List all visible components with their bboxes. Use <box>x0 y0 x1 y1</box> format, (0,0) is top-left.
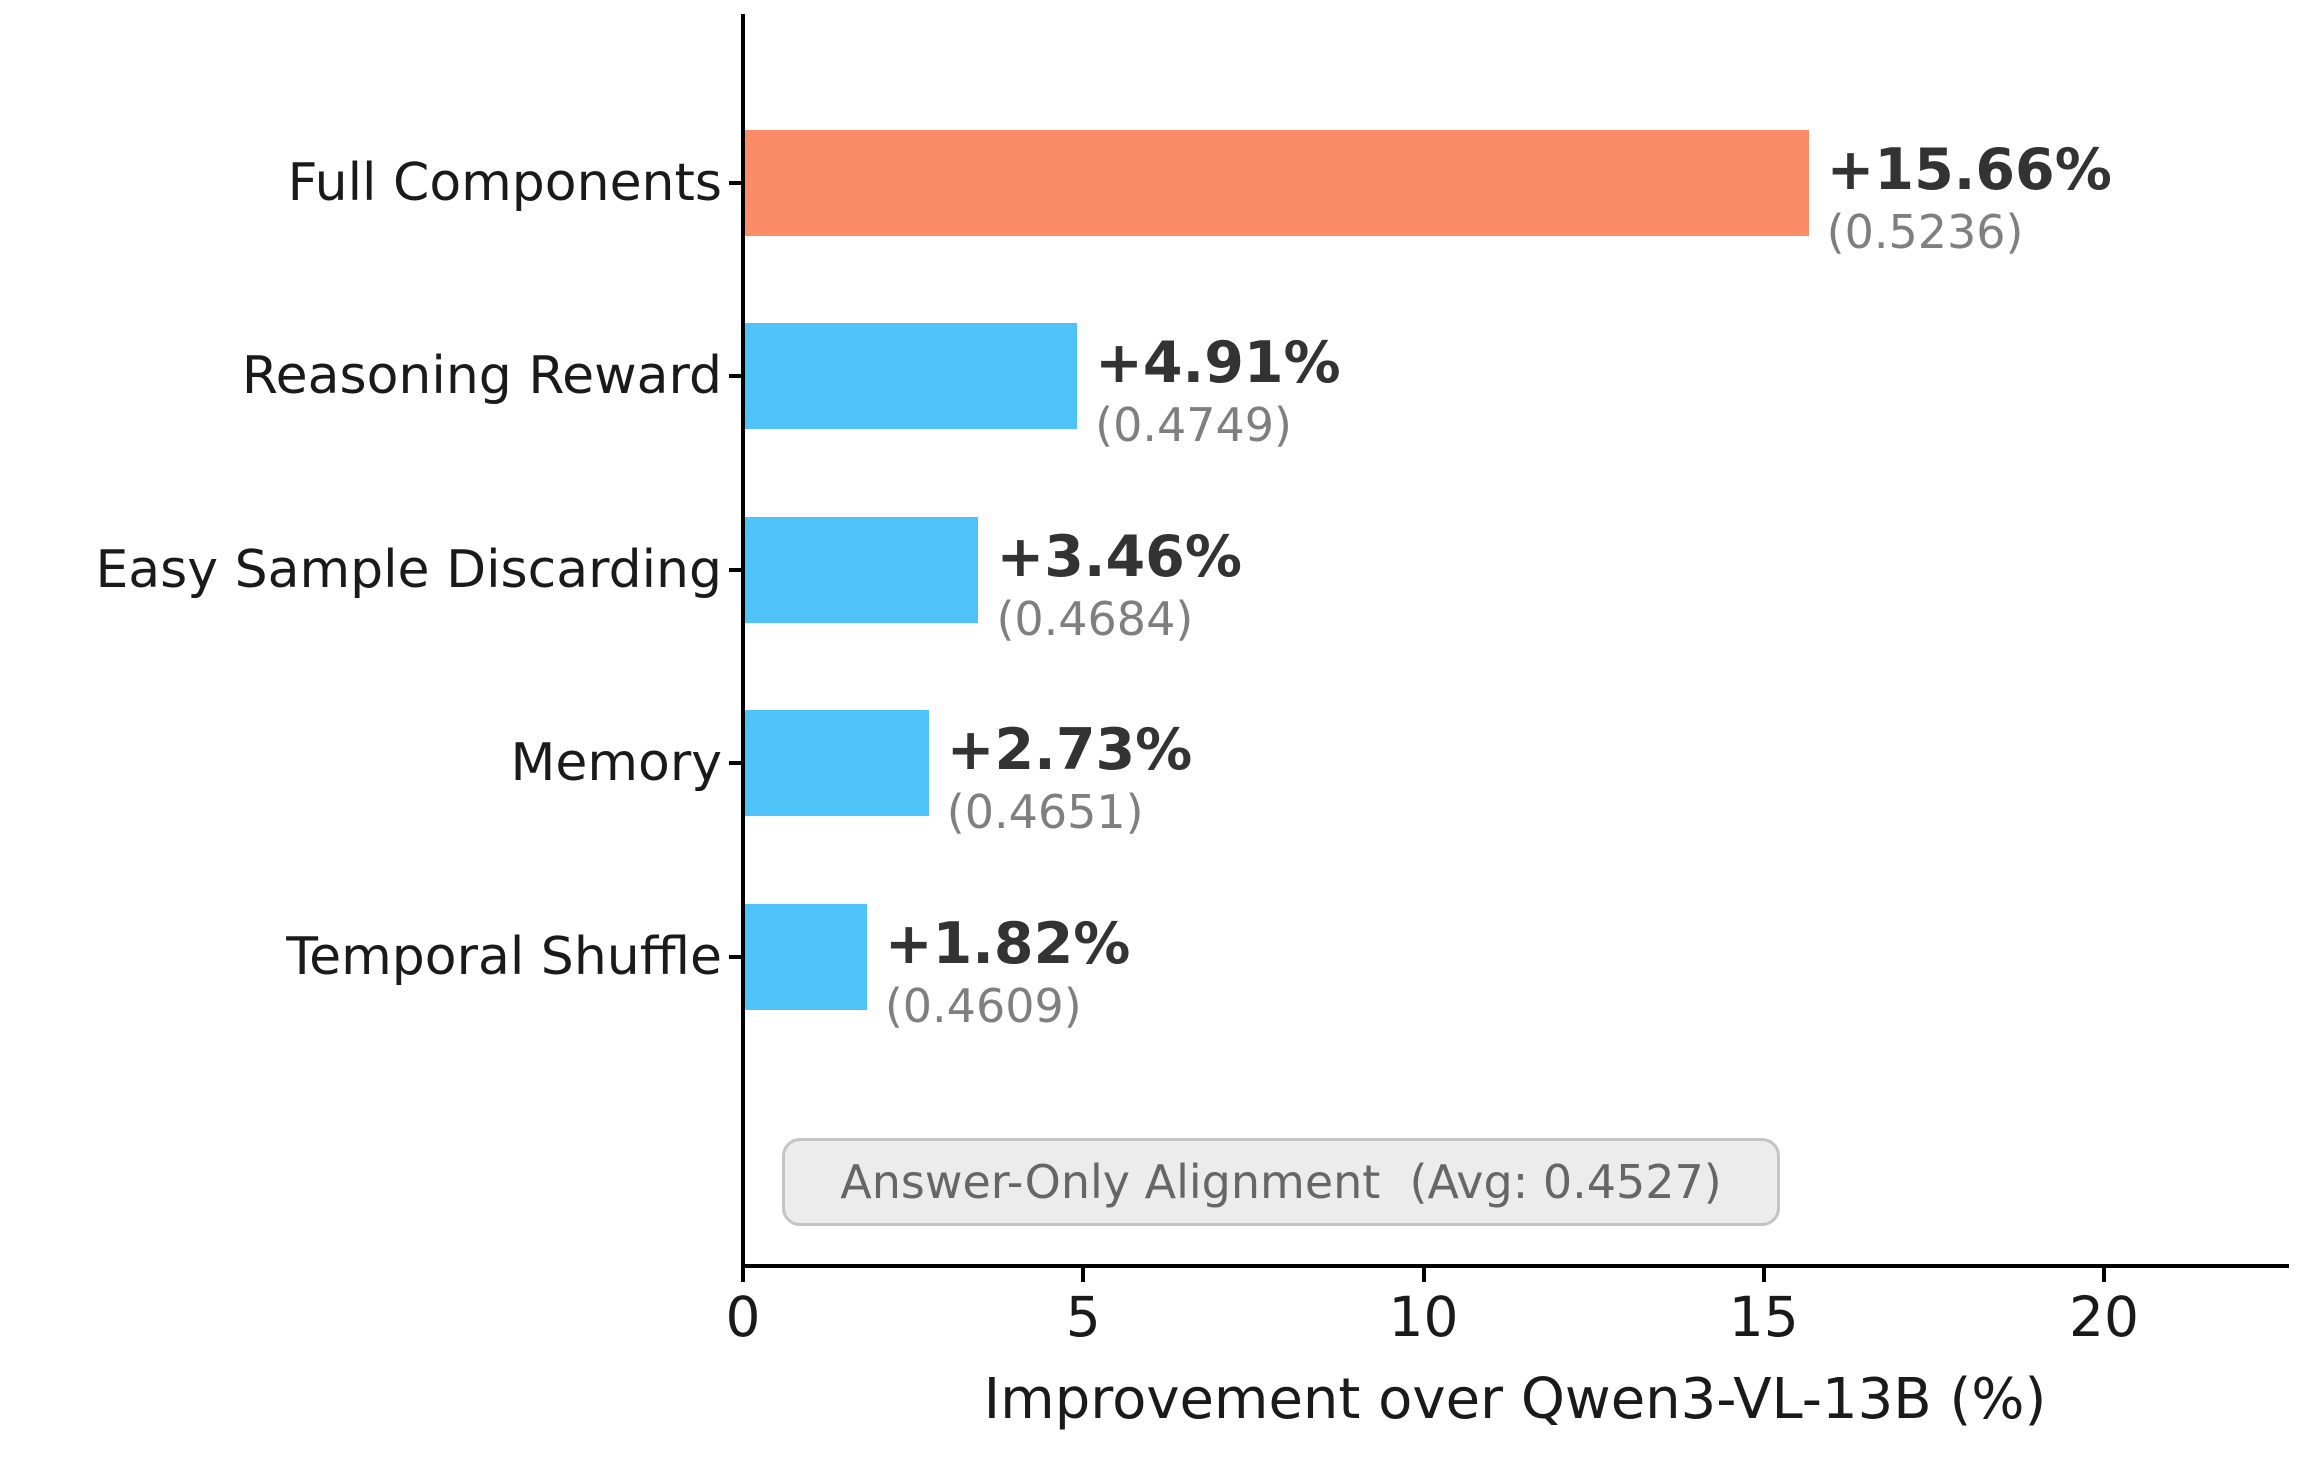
category-label-memory: Memory <box>510 733 722 793</box>
value-label-memory: +2.73% <box>946 717 1193 783</box>
y-axis-spine <box>741 14 745 1266</box>
score-label-easy-sample-discarding: (0.4684) <box>996 592 1194 646</box>
x-tick-15 <box>1761 1268 1766 1282</box>
x-axis-spine <box>741 1264 2289 1268</box>
value-annotation-memory: +2.73% (0.4651) <box>946 717 1193 839</box>
bar-full-components <box>745 130 1809 236</box>
value-label-temporal-shuffle: +1.82% <box>884 911 1131 977</box>
y-tick-easy-sample-discarding <box>729 568 741 572</box>
score-label-memory: (0.4651) <box>946 785 1144 839</box>
baseline-annotation-box: Answer-Only Alignment (Avg: 0.4527) <box>782 1138 1780 1226</box>
value-annotation-full-components: +15.66% (0.5236) <box>1826 137 2112 259</box>
value-label-easy-sample-discarding: +3.46% <box>996 524 1242 590</box>
score-label-reasoning-reward: (0.4749) <box>1095 398 1292 452</box>
score-label-full-components: (0.5236) <box>1826 205 2024 259</box>
y-tick-full-components <box>729 181 741 185</box>
x-tick-label-0: 0 <box>725 1285 761 1349</box>
bar-memory <box>745 710 929 816</box>
bar-reasoning-reward <box>745 323 1078 429</box>
y-tick-reasoning-reward <box>729 374 741 378</box>
x-tick-label-10: 10 <box>1388 1285 1459 1349</box>
bar-easy-sample-discarding <box>745 517 979 623</box>
x-tick-label-20: 20 <box>2069 1285 2139 1349</box>
x-tick-0 <box>741 1268 745 1282</box>
value-annotation-temporal-shuffle: +1.82% (0.4609) <box>884 911 1131 1033</box>
score-label-temporal-shuffle: (0.4609) <box>884 979 1082 1033</box>
category-label-temporal-shuffle: Temporal Shuffle <box>286 927 722 987</box>
category-label-easy-sample-discarding: Easy Sample Discarding <box>95 540 722 600</box>
baseline-annotation-label: Answer-Only Alignment (Avg: 0.4527) <box>840 1155 1722 1209</box>
category-label-full-components: Full Components <box>287 153 722 213</box>
value-annotation-easy-sample-discarding: +3.46% (0.4684) <box>996 524 1242 646</box>
x-tick-label-15: 15 <box>1728 1285 1799 1349</box>
category-label-reasoning-reward: Reasoning Reward <box>241 346 722 406</box>
y-tick-memory <box>729 761 741 765</box>
y-tick-temporal-shuffle <box>729 955 741 959</box>
x-tick-5 <box>1081 1268 1086 1282</box>
x-tick-label-5: 5 <box>1065 1285 1101 1349</box>
bar-temporal-shuffle <box>745 904 867 1010</box>
value-annotation-reasoning-reward: +4.91% (0.4749) <box>1095 330 1341 452</box>
x-axis-title: Improvement over Qwen3-VL-13B (%) <box>983 1367 2047 1432</box>
value-label-reasoning-reward: +4.91% <box>1095 330 1341 396</box>
x-tick-20 <box>2102 1268 2106 1282</box>
x-tick-10 <box>1421 1268 1426 1282</box>
value-label-full-components: +15.66% <box>1826 137 2112 203</box>
